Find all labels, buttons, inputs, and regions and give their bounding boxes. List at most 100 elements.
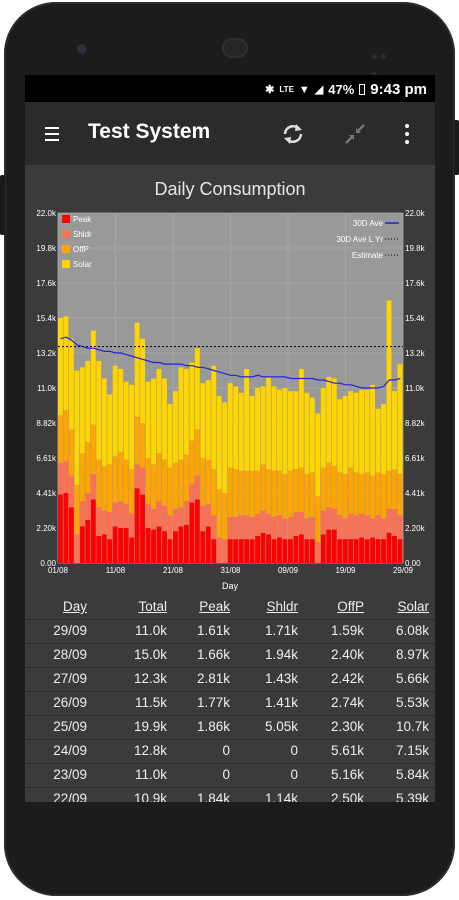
bar-offp <box>375 472 381 516</box>
volume-button <box>0 175 5 235</box>
table-cell-shldr: 1.94k <box>264 647 298 662</box>
table-cell-day: 29/09 <box>53 623 87 638</box>
clock: 9:43 pm <box>370 81 427 98</box>
legend-line-label: 30D Ave <box>353 219 384 228</box>
table-row[interactable]: 28/09 15.0k 1.66k 1.94k 2.40k 8.97k <box>25 643 435 667</box>
column-header-offp[interactable]: OffP <box>337 599 364 614</box>
y-tick-label-left: 2.20k <box>36 524 57 533</box>
y-tick-label-right: 6.61k <box>405 454 426 463</box>
y-tick-label-left: 13.2k <box>36 349 57 358</box>
table-cell-total: 11.0k <box>134 767 167 782</box>
bar-offp <box>101 465 107 511</box>
bar-peak <box>244 539 250 563</box>
bar-shldr <box>266 513 271 535</box>
bar-solar <box>112 365 118 457</box>
y-tick-label-left: 15.4k <box>36 314 57 323</box>
bar-peak <box>118 528 124 563</box>
bar-peak <box>266 534 271 563</box>
column-header-peak[interactable]: Peak <box>199 599 230 614</box>
table-row[interactable]: 26/09 11.5k 1.77k 1.41k 2.74k 5.53k <box>25 691 435 715</box>
table-row[interactable]: 29/09 11.0k 1.61k 1.71k 1.59k 6.08k <box>25 619 435 643</box>
bar-offp <box>288 470 293 517</box>
bar-offp <box>173 462 178 509</box>
bar-offp <box>331 465 337 509</box>
cell-signal-icon: ◢ <box>314 84 324 96</box>
collapse-icon[interactable] <box>343 122 367 146</box>
bar-offp <box>162 459 167 506</box>
table-cell-offp: 2.40k <box>330 647 364 662</box>
bar-peak <box>178 526 184 563</box>
bar-solar <box>392 391 397 470</box>
column-header-shldr[interactable]: Shldr <box>266 599 298 614</box>
bar-peak <box>364 539 370 563</box>
bar-solar <box>129 384 135 470</box>
table-row[interactable]: 25/09 19.9k 1.86k 5.05k 2.30k 10.7k <box>25 715 435 739</box>
bar-peak <box>375 539 381 563</box>
bar-offp <box>156 453 162 501</box>
table-cell-total: 12.3k <box>133 671 167 686</box>
legend-line-label: Estimate <box>352 251 384 260</box>
bar-offp <box>58 415 63 463</box>
refresh-icon[interactable] <box>280 121 306 147</box>
bar-shldr <box>244 515 250 540</box>
overflow-menu-icon[interactable] <box>403 122 411 146</box>
bar-peak <box>79 526 85 563</box>
bar-shldr <box>183 500 189 525</box>
table-row[interactable]: 22/09 10.9k 1.84k 1.14k 2.50k 5.39k <box>25 787 435 802</box>
bar-offp <box>90 424 96 474</box>
bar-offp <box>293 469 299 513</box>
table-cell-solar: 7.15k <box>395 743 429 758</box>
bar-peak <box>320 534 326 563</box>
bar-peak <box>238 539 244 563</box>
table-row[interactable]: 27/09 12.3k 2.81k 1.43k 2.42k 5.66k <box>25 667 435 691</box>
bar-offp <box>244 470 250 516</box>
bar-shldr <box>304 518 310 540</box>
bar-solar <box>238 392 244 471</box>
bar-solar <box>293 391 299 470</box>
table-row[interactable]: 23/09 11.0k 0 0 5.16k 5.84k <box>25 763 435 787</box>
bar-shldr <box>320 510 326 535</box>
legend-swatch-peak <box>62 215 70 223</box>
bar-offp <box>326 462 332 508</box>
table-cell-offp: 2.42k <box>330 671 364 686</box>
bar-shldr <box>337 515 343 540</box>
bar-solar <box>205 380 211 460</box>
bar-solar <box>233 386 239 470</box>
bar-solar <box>386 300 392 471</box>
bar-peak <box>255 535 261 563</box>
bar-shldr <box>222 539 228 563</box>
column-header-solar[interactable]: Solar <box>397 599 429 614</box>
battery-percent: 47% <box>328 82 355 97</box>
y-tick-label-right: 19.8k <box>405 244 426 253</box>
bar-offp <box>189 440 195 484</box>
bar-offp <box>359 473 365 514</box>
bar-solar <box>370 384 376 476</box>
bar-shldr <box>353 515 359 540</box>
column-header-total[interactable]: Total <box>138 599 167 614</box>
bar-offp <box>315 496 321 543</box>
y-tick-label-left: 0.00 <box>40 559 56 568</box>
bar-offp <box>249 470 255 517</box>
bar-solar <box>266 376 271 470</box>
table-cell-peak: 1.77k <box>196 695 230 710</box>
table-cell-total: 11.0k <box>134 623 167 638</box>
bar-peak <box>227 539 233 563</box>
table-cell-solar: 5.84k <box>395 767 429 782</box>
table-cell-peak: 1.86k <box>196 719 230 734</box>
bar-solar <box>342 395 348 474</box>
bar-shldr <box>260 510 266 533</box>
bar-shldr <box>288 516 293 540</box>
column-header-day[interactable]: Day <box>62 599 87 614</box>
hamburger-menu-icon[interactable] <box>45 127 59 141</box>
y-tick-label-right: 0.00 <box>405 559 421 568</box>
bar-offp <box>386 470 392 509</box>
table-row[interactable]: 24/09 12.8k 0 0 5.61k 7.15k <box>25 739 435 763</box>
bar-offp <box>134 416 140 465</box>
bar-shldr <box>123 504 129 528</box>
bar-solar <box>173 391 178 463</box>
bar-offp <box>96 459 102 508</box>
bar-solar <box>249 395 255 471</box>
x-tick-label: 09/09 <box>278 566 299 575</box>
bar-shldr <box>173 508 178 532</box>
line-30d-ave <box>60 336 401 389</box>
